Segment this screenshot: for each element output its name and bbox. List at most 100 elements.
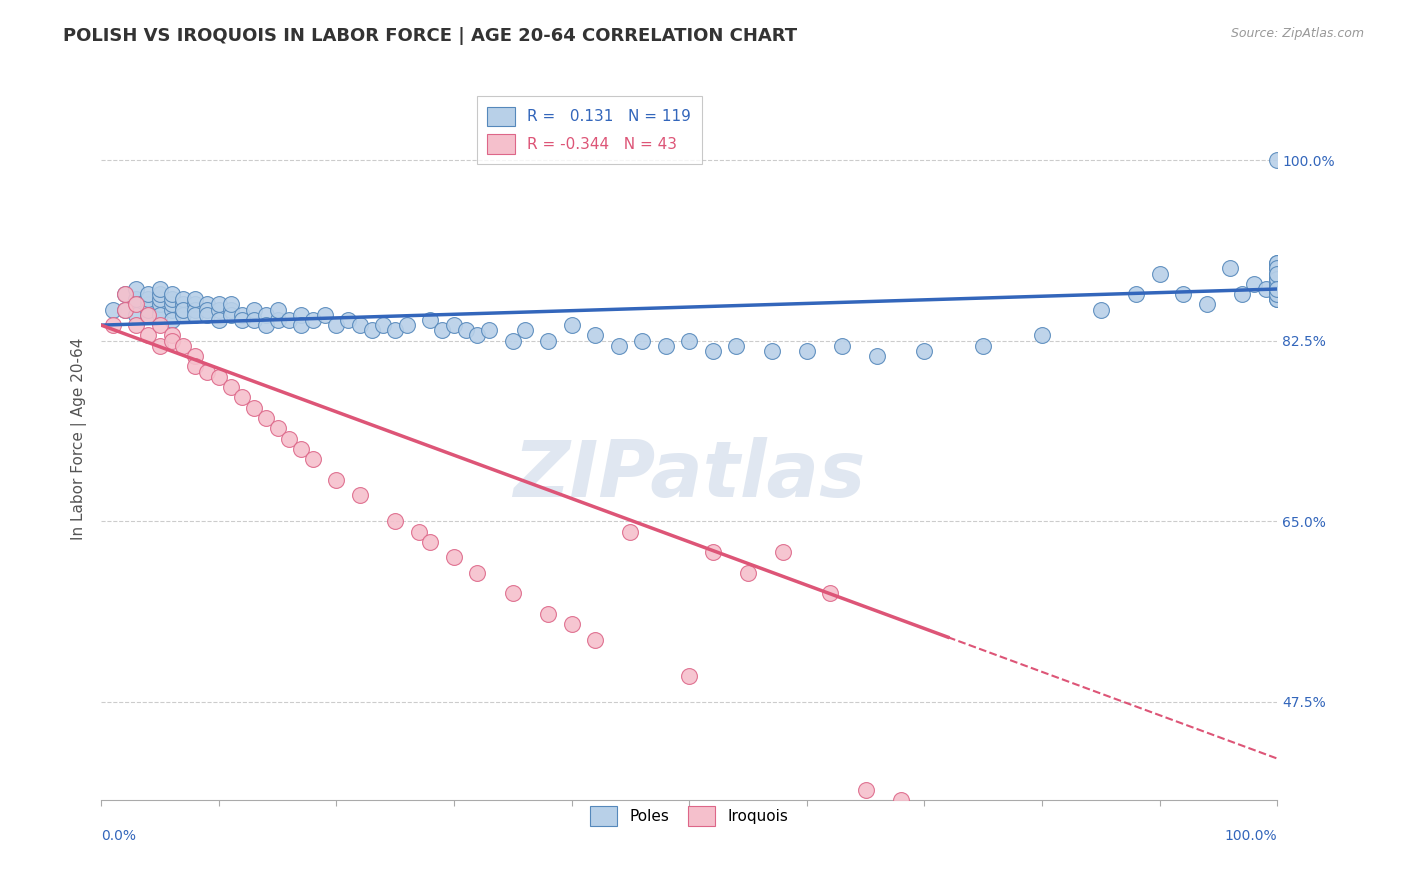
Point [890, 793, 912, 807]
Point [373, 318, 395, 332]
Point [1195, 297, 1218, 311]
Point [149, 287, 172, 301]
Point [184, 302, 207, 317]
Point [561, 617, 583, 632]
Point [184, 297, 207, 311]
Point [1125, 287, 1147, 301]
Point [337, 313, 360, 327]
Point [972, 339, 994, 353]
Point [1265, 287, 1288, 301]
Point [1265, 282, 1288, 296]
Point [149, 318, 172, 332]
Point [136, 308, 159, 322]
Point [184, 349, 207, 363]
Point [395, 318, 418, 332]
Point [1265, 282, 1288, 296]
Point [114, 287, 136, 301]
Point [301, 313, 323, 327]
Point [149, 302, 172, 317]
Point [537, 334, 560, 348]
Point [702, 343, 724, 358]
Point [583, 632, 606, 647]
Point [678, 334, 700, 348]
Point [136, 328, 159, 343]
Point [1265, 282, 1288, 296]
Point [1265, 267, 1288, 281]
Point [1265, 256, 1288, 270]
Point [172, 302, 194, 317]
Point [831, 339, 853, 353]
Point [136, 302, 159, 317]
Point [1230, 287, 1253, 301]
Point [231, 313, 253, 327]
Point [290, 308, 312, 322]
Point [1265, 277, 1288, 291]
Point [1265, 287, 1288, 301]
Point [1265, 293, 1288, 307]
Point [1219, 261, 1241, 276]
Point [231, 390, 253, 404]
Point [1031, 328, 1053, 343]
Point [254, 308, 277, 322]
Point [172, 297, 194, 311]
Point [114, 287, 136, 301]
Point [1265, 287, 1288, 301]
Point [912, 343, 935, 358]
Point [314, 308, 336, 322]
Text: POLISH VS IROQUOIS IN LABOR FORCE | AGE 20-64 CORRELATION CHART: POLISH VS IROQUOIS IN LABOR FORCE | AGE … [63, 27, 797, 45]
Point [172, 339, 194, 353]
Point [678, 669, 700, 683]
Point [149, 293, 172, 307]
Point [101, 318, 124, 332]
Point [184, 359, 207, 374]
Point [184, 308, 207, 322]
Point [443, 318, 465, 332]
Point [301, 452, 323, 467]
Point [1173, 287, 1195, 301]
Point [208, 302, 231, 317]
Point [160, 328, 183, 343]
Point [114, 302, 136, 317]
Point [1265, 271, 1288, 285]
Point [502, 586, 524, 600]
Point [349, 318, 371, 332]
Point [631, 334, 654, 348]
Point [149, 308, 172, 322]
Point [160, 297, 183, 311]
Point [1265, 287, 1288, 301]
Point [419, 534, 441, 549]
Legend: Poles, Iroquois: Poles, Iroquois [583, 800, 794, 832]
Text: ZIPatlas: ZIPatlas [513, 437, 865, 513]
Point [1265, 261, 1288, 276]
Point [607, 339, 630, 353]
Point [278, 432, 301, 446]
Point [266, 313, 288, 327]
Point [208, 313, 231, 327]
Point [432, 323, 454, 337]
Point [537, 607, 560, 621]
Point [761, 343, 783, 358]
Point [855, 782, 877, 797]
Point [219, 302, 242, 317]
Point [725, 339, 748, 353]
Point [243, 313, 266, 327]
Point [172, 293, 194, 307]
Point [195, 302, 218, 317]
Point [1265, 282, 1288, 296]
Point [160, 287, 183, 301]
Point [136, 308, 159, 322]
Point [195, 308, 218, 322]
Point [737, 566, 759, 580]
Point [231, 308, 253, 322]
Point [160, 313, 183, 327]
Point [160, 293, 183, 307]
Point [136, 293, 159, 307]
Point [360, 323, 382, 337]
Point [325, 318, 347, 332]
Point [290, 318, 312, 332]
Point [219, 380, 242, 394]
Point [125, 293, 148, 307]
Point [384, 514, 406, 528]
Point [561, 318, 583, 332]
Point [654, 339, 676, 353]
